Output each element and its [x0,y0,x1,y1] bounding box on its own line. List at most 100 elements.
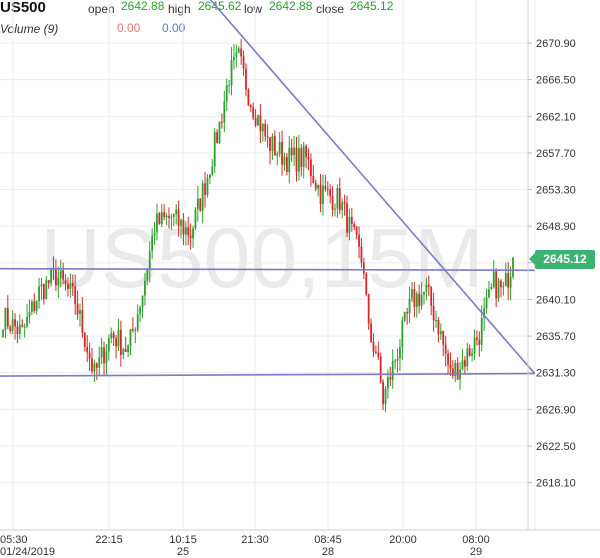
candle-body [276,153,279,156]
candle-body [495,271,498,299]
candle-body [420,294,423,306]
candle-body [396,358,399,361]
candle-body [194,209,197,229]
candle-body [432,305,435,321]
x-tick-label: 08:45 [314,534,342,546]
trendline-resistance-descending[interactable] [207,0,536,375]
x-tick-label: 21:30 [241,534,269,546]
candle-body [151,235,154,252]
x-tick-sublabel: 01/24/2019 [0,546,55,558]
candle-body [297,148,300,172]
candle-body [228,85,231,87]
candle-body [204,183,206,195]
candle-body [507,273,510,288]
candle-body [281,141,283,165]
open-label: open [88,2,115,16]
candle-body [488,289,490,298]
candle-body [112,333,115,339]
candle-body [223,101,226,123]
candle-body [314,182,317,189]
candle-body [211,166,214,175]
candle-body [64,279,67,284]
candle-body [490,287,493,290]
trendlines[interactable] [0,0,536,377]
candle-body [206,177,209,195]
candle-body [93,363,96,372]
candle-body [213,132,216,167]
candle-body [423,291,425,295]
candle-body [466,348,469,367]
candle-body [269,137,271,152]
candle-body [245,68,247,90]
high-value: 2645.62 [198,0,242,13]
candle-body [107,337,110,352]
candle-body [360,246,363,263]
candle-body [324,185,327,189]
x-tick-label: 08:00 [462,534,490,546]
candle-body [59,270,62,279]
candle-body [285,156,288,172]
trendline-horizontal-upper[interactable] [0,267,535,272]
y-tick-label: 2640.10 [536,294,576,306]
candle-body [110,333,113,338]
candle-body [439,330,442,335]
candle-body [415,293,418,307]
candle-body [403,312,406,321]
candle-body [175,209,178,215]
candle-body [30,301,33,313]
candle-body [338,188,341,211]
candle-body [372,341,375,352]
candle-body [295,147,298,172]
candle-body [237,48,240,53]
candle-body [156,213,158,233]
candle-body [463,360,466,367]
candle-body [497,280,500,299]
candle-body [471,353,474,356]
candle-body [18,324,21,334]
candle-body [362,262,365,274]
candle-body [23,326,26,328]
x-tick-label: 20:00 [389,534,417,546]
candle-body [319,184,322,204]
candle-body [233,56,235,61]
candle-body [165,215,168,217]
low-label: low [244,2,263,16]
candle-body [283,156,286,165]
volume-value-2: 0.00 [162,21,186,35]
candle-body [454,362,457,377]
grid-lines [0,0,536,530]
candle-body [55,269,57,286]
candle-body [394,360,397,362]
candle-body [370,323,372,342]
candle-body [249,105,252,108]
candle-body [317,184,320,189]
candle-body [57,278,60,286]
candle-body [408,298,411,314]
candle-body [468,348,471,356]
candle-body [512,257,514,277]
candle-body [399,346,401,359]
candle-body [266,136,269,138]
candle-body [6,307,9,327]
candle-body [435,320,437,322]
open-value: 2642.88 [121,0,165,13]
candle-body [290,147,293,156]
high-label: high [168,2,191,16]
symbol-label: US500 [0,0,46,16]
candle-body [187,227,190,236]
candle-body [225,85,228,102]
candle-body [473,337,476,354]
y-tick-label: 2662.10 [536,111,576,123]
candle-body [81,310,84,333]
y-tick-label: 2666.50 [536,75,576,87]
candle-body [192,228,194,239]
candle-body [69,283,72,289]
trendline-horizontal-lower[interactable] [0,372,535,377]
y-tick-label: 2653.30 [536,185,576,197]
candle-body [132,329,134,331]
last-price-tag: 2645.12 [529,250,595,269]
candle-body [418,293,421,306]
candle-body [14,319,16,327]
